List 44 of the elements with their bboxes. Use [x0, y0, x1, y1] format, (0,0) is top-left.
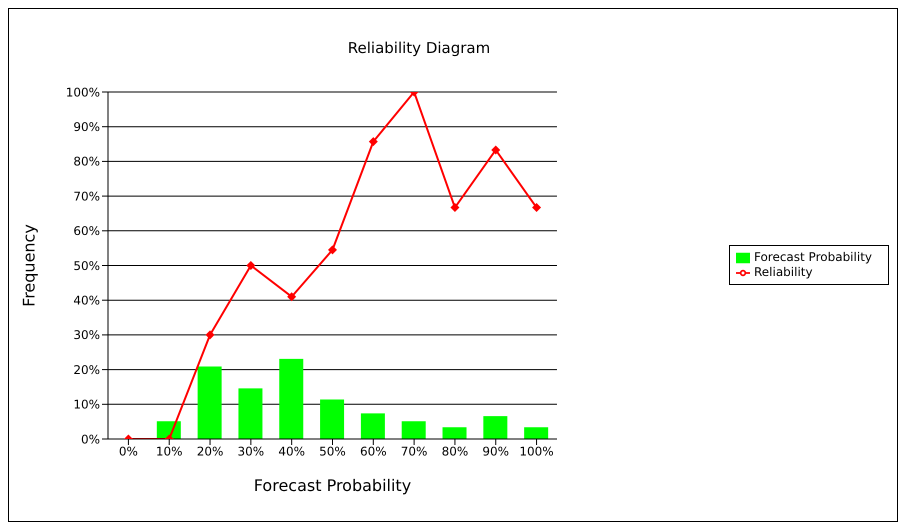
point: [206, 330, 215, 340]
x-tick-label: 20%: [196, 444, 224, 459]
bar: [198, 366, 222, 439]
x-tick-label: 90%: [482, 444, 510, 459]
chart-title: Reliability Diagram: [346, 39, 492, 57]
y-tick-label: 70%: [73, 189, 100, 204]
x-tick-label: 30%: [238, 444, 264, 459]
bar: [524, 427, 548, 439]
point: [287, 292, 296, 302]
bar: [320, 399, 344, 439]
legend-label: Forecast Probability: [754, 250, 872, 264]
point: [368, 137, 378, 146]
point: [532, 203, 542, 212]
bar: [360, 413, 385, 439]
x-tick-label: 0%: [118, 444, 138, 459]
bar: [238, 388, 262, 439]
bar: [483, 416, 508, 439]
x-tick-label: 10%: [156, 444, 183, 459]
x-tick-label: 100%: [519, 444, 554, 459]
y-tick-label: 40%: [73, 293, 100, 308]
y-tick-label: 30%: [73, 328, 100, 342]
legend-label: Reliability: [754, 265, 813, 279]
y-tick-label: 10%: [73, 398, 100, 412]
point: [328, 245, 337, 254]
x-tick-label: 60%: [360, 444, 387, 459]
bar: [279, 358, 304, 439]
bar: [442, 427, 467, 439]
bar: [402, 421, 426, 439]
point: [450, 203, 460, 212]
y-tick-label: 90%: [73, 120, 100, 134]
point: [246, 261, 256, 270]
x-tick-label: 70%: [400, 444, 428, 459]
y-axis-title: Frequency: [20, 224, 39, 307]
y-tick-label: 20%: [73, 362, 100, 377]
point: [491, 145, 500, 154]
y-tick-label: 0%: [80, 432, 100, 446]
y-tick-label: 60%: [73, 224, 100, 238]
x-axis-title: Forecast Probability: [254, 476, 412, 495]
y-tick-label: 50%: [73, 258, 100, 273]
x-tick-label: 40%: [278, 444, 306, 459]
x-tick-label: 50%: [319, 444, 346, 459]
y-tick-label: 80%: [73, 154, 100, 169]
x-tick-label: 80%: [442, 444, 468, 459]
y-tick-label: 100%: [66, 85, 100, 100]
